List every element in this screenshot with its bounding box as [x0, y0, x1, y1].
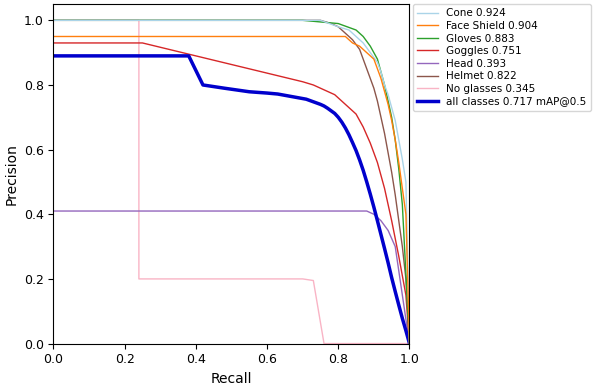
- Y-axis label: Precision: Precision: [4, 143, 18, 205]
- Legend: Cone 0.924, Face Shield 0.904, Gloves 0.883, Goggles 0.751, Head 0.393, Helmet 0: Cone 0.924, Face Shield 0.904, Gloves 0.…: [413, 4, 591, 111]
- X-axis label: Recall: Recall: [211, 372, 252, 386]
